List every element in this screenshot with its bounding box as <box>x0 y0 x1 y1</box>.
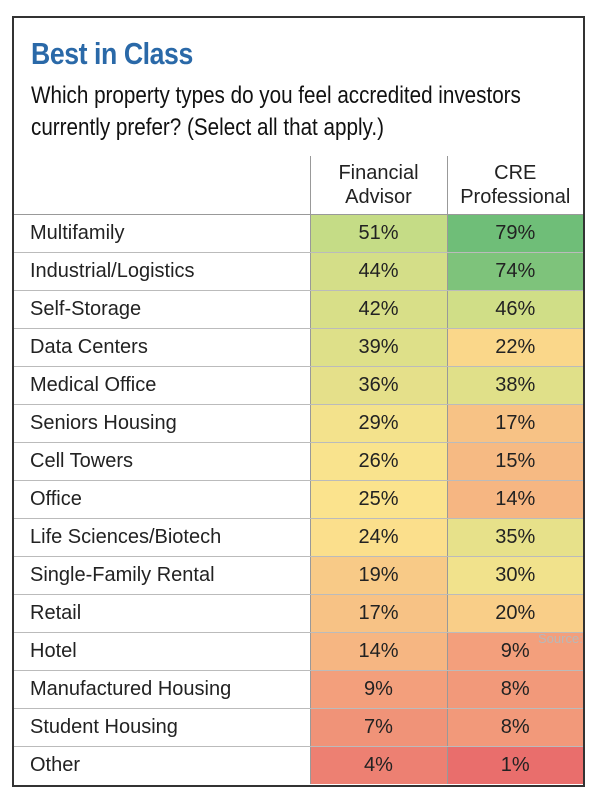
row-label: Student Housing <box>14 708 310 747</box>
row-label: Industrial/Logistics <box>14 252 310 291</box>
table-row: Industrial/Logistics 44% 74% <box>14 252 583 291</box>
cre-professional-value: 15% <box>446 442 583 481</box>
table-row: Other 4% 1% <box>14 746 583 784</box>
financial-advisor-value: 42% <box>309 290 447 329</box>
financial-advisor-value: 17% <box>309 594 447 633</box>
financial-advisor-value: 4% <box>309 746 447 784</box>
financial-advisor-value: 24% <box>309 518 447 557</box>
financial-advisor-value: 7% <box>309 708 447 747</box>
table-row: Multifamily 51% 79% <box>14 214 583 253</box>
cre-professional-value: 20% <box>446 594 583 633</box>
table-row: Hotel 14% 9% <box>14 632 583 671</box>
financial-advisor-value: 14% <box>309 632 447 671</box>
financial-advisor-value: 44% <box>309 252 447 291</box>
row-label: Life Sciences/Biotech <box>14 518 310 557</box>
table-row: Medical Office 36% 38% <box>14 366 583 405</box>
table-row: Office 25% 14% <box>14 480 583 519</box>
table-row: Retail 17% 20% <box>14 594 583 633</box>
financial-advisor-value: 19% <box>309 556 447 595</box>
cre-professional-value: 14% <box>446 480 583 519</box>
column-header-financial-advisor: Financial Advisor <box>309 156 447 215</box>
table-row: Data Centers 39% 22% <box>14 328 583 367</box>
cre-professional-value: 79% <box>446 214 583 253</box>
cre-professional-value: 22% <box>446 328 583 367</box>
cre-professional-value: 8% <box>446 708 583 747</box>
column-header-cre-professional: CRE Professional <box>446 156 583 215</box>
row-label: Data Centers <box>14 328 310 367</box>
row-label: Self-Storage <box>14 290 310 329</box>
row-label: Office <box>14 480 310 519</box>
cre-professional-value: 9% <box>446 632 583 671</box>
table-row: Cell Towers 26% 15% <box>14 442 583 481</box>
row-label: Manufactured Housing <box>14 670 310 709</box>
cre-professional-value: 1% <box>446 746 583 784</box>
financial-advisor-value: 39% <box>309 328 447 367</box>
chart-frame: Best in Class Which property types do yo… <box>12 16 585 787</box>
chart-title: Best in Class <box>31 36 193 71</box>
cre-professional-value: 74% <box>446 252 583 291</box>
table-row: Student Housing 7% 8% <box>14 708 583 747</box>
cre-professional-value: 38% <box>446 366 583 405</box>
financial-advisor-value: 25% <box>309 480 447 519</box>
row-label: Hotel <box>14 632 310 671</box>
table-row: Seniors Housing 29% 17% <box>14 404 583 443</box>
table-row: Single-Family Rental 19% 30% <box>14 556 583 595</box>
cre-professional-value: 30% <box>446 556 583 595</box>
cre-professional-value: 8% <box>446 670 583 709</box>
heatmap-table: Financial Advisor CRE Professional Multi… <box>14 156 583 784</box>
row-label: Single-Family Rental <box>14 556 310 595</box>
header-blank <box>14 156 310 215</box>
financial-advisor-value: 26% <box>309 442 447 481</box>
financial-advisor-value: 51% <box>309 214 447 253</box>
row-label: Other <box>30 754 81 776</box>
row-label: Retail <box>14 594 310 633</box>
table-body: Multifamily 51% 79% Industrial/Logistics 44%… <box>14 214 583 784</box>
financial-advisor-value: 36% <box>309 366 447 405</box>
row-label: Cell Towers <box>14 442 310 481</box>
cre-professional-value: 17% <box>446 404 583 443</box>
header-row: Financial Advisor CRE Professional <box>14 156 583 215</box>
row-label: Multifamily <box>14 214 310 253</box>
row-label: Seniors Housing <box>14 404 310 443</box>
table-row: Self-Storage 42% 46% <box>14 290 583 329</box>
cre-professional-value: 35% <box>446 518 583 557</box>
financial-advisor-value: 9% <box>309 670 447 709</box>
cre-professional-value: 46% <box>446 290 583 329</box>
source-note: Source: <box>538 631 583 646</box>
chart-subtitle: Which property types do you feel accredi… <box>31 82 521 141</box>
table-row: Manufactured Housing 9% 8% <box>14 670 583 709</box>
financial-advisor-value: 29% <box>309 404 447 443</box>
table-row: Life Sciences/Biotech 24% 35% <box>14 518 583 557</box>
row-label: Medical Office <box>14 366 310 405</box>
